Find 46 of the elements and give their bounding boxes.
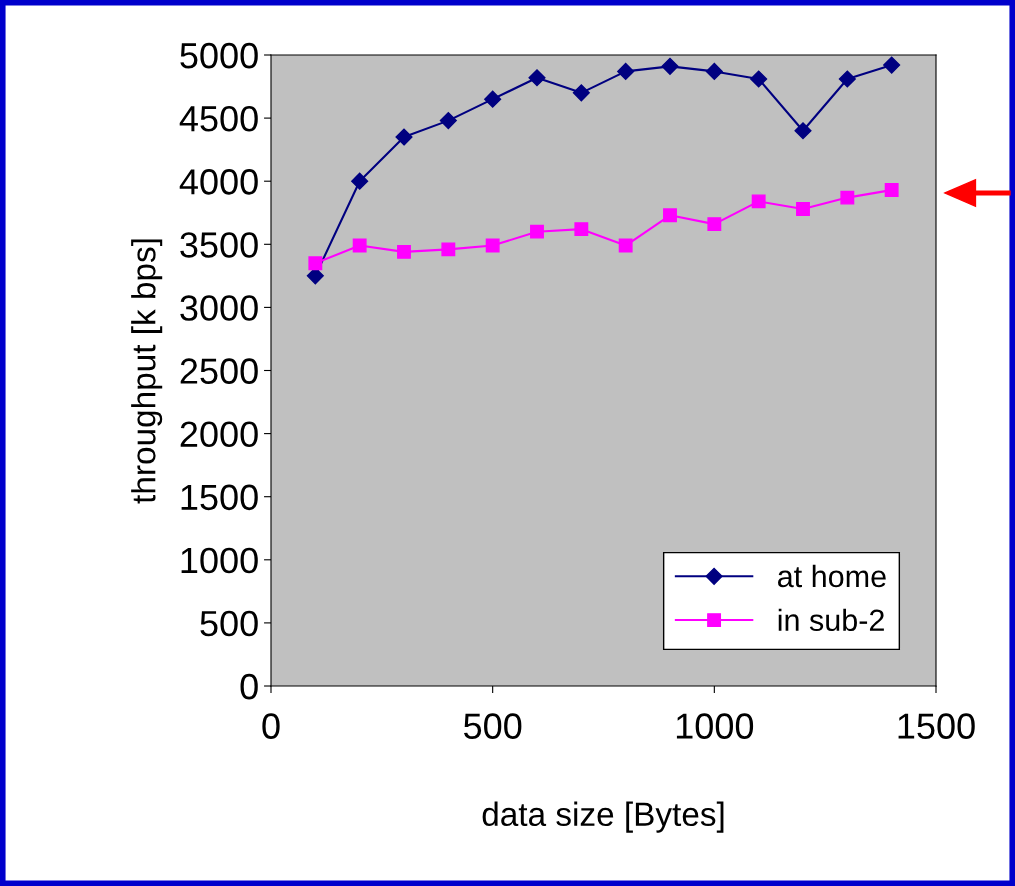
point	[618, 238, 633, 253]
y-tick-label: 1500	[181, 484, 258, 511]
point	[397, 244, 411, 259]
point	[485, 238, 500, 253]
point	[663, 208, 677, 223]
x-axis-title: data size [Bytes]	[482, 801, 724, 833]
point	[308, 256, 323, 271]
y-tick-label: 500	[200, 610, 258, 637]
y-axis-title: throughput [k bps]	[131, 239, 163, 504]
y-tick-label: 2500	[180, 358, 258, 384]
y-tick-label: 4500	[179, 105, 258, 132]
point	[661, 57, 679, 75]
point	[796, 202, 810, 216]
x-tick-label: 1500	[898, 713, 975, 739]
legend-label: at home	[778, 564, 886, 588]
y-tick-label: 3500	[180, 232, 258, 258]
point	[530, 224, 544, 239]
point	[705, 62, 723, 80]
point	[352, 238, 367, 253]
point	[572, 84, 590, 102]
point	[484, 90, 502, 108]
point	[707, 217, 722, 232]
x-tick-label: 500	[463, 713, 522, 739]
point	[794, 122, 812, 140]
y-tick-label: 4000	[179, 169, 258, 195]
point	[617, 62, 635, 80]
y-tick-label: 0	[240, 673, 258, 700]
point	[884, 183, 899, 197]
point	[441, 242, 456, 257]
y-tick-label: 2000	[180, 421, 258, 448]
point	[750, 70, 768, 88]
point	[838, 70, 856, 88]
point	[439, 112, 457, 130]
x-tick-label: 0	[262, 713, 280, 739]
y-tick-label: 3000	[180, 295, 258, 321]
point	[840, 190, 855, 205]
point	[883, 56, 901, 74]
point	[395, 128, 413, 146]
x-tick-label: 1000	[676, 713, 754, 739]
point	[751, 194, 766, 209]
point	[351, 172, 369, 190]
legend-label: in sub-2	[778, 608, 884, 632]
point	[574, 222, 589, 237]
point	[528, 69, 546, 87]
y-tick-label: 1000	[181, 547, 258, 574]
y-tick-label: 5000	[180, 42, 258, 69]
